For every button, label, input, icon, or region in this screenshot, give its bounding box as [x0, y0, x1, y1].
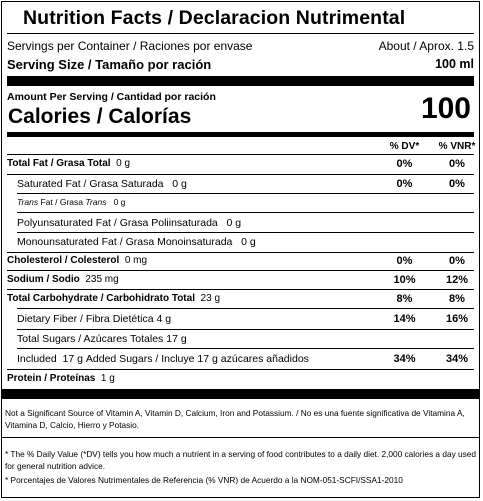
nutrient-amount: 0 g [226, 217, 242, 229]
row-total-carbohydrate: Total Carbohydrate / Carbohidrato Total … [7, 290, 474, 309]
row-monounsaturated-fat: Monounsaturated Fat / Grasa Monoinsatura… [7, 233, 474, 252]
nutrient-amount: 23 g [200, 293, 221, 304]
row-trans-fat: Trans Fat / Grasa Trans 0 g [7, 194, 474, 211]
row-cholesterol: Cholesterol / Colesterol 0 mg 0% 0% [7, 252, 474, 271]
row-protein: Protein / Proteínas 1 g [7, 370, 474, 389]
vnr-value: 34% [445, 353, 469, 365]
nutrient-amount: 17 g [197, 353, 218, 365]
footnote-divider [2, 437, 479, 438]
vnr-value: 0% [449, 255, 465, 267]
row-divider [7, 174, 474, 175]
nutrient-amount: 0 g [172, 178, 187, 190]
row-divider [7, 154, 474, 155]
servings-label: Servings per Container / Raciones por en… [7, 39, 253, 53]
nutrient-amount: 4 g [156, 313, 172, 325]
row-total-sugars: Total Sugars / Azúcares Totales 17 g [7, 330, 474, 349]
nutrient-name: Dietary Fiber / Fibra Dietética [17, 313, 154, 325]
thick-divider-bottom [2, 389, 479, 399]
thick-divider-calories [7, 132, 474, 137]
nutrient-name-post: azúcares añadidos [220, 353, 309, 365]
vnr-value: 0% [449, 158, 465, 170]
dv-value: 0% [396, 255, 413, 267]
dv-value: 0% [396, 178, 413, 190]
row-divider [17, 348, 474, 349]
nutrient-name: Added Sugars / Incluye [85, 353, 195, 365]
nutrient-name: Total Fat / Grasa Total [7, 158, 111, 169]
amount-per-serving: Amount Per Serving / Cantidad por ración [7, 91, 216, 103]
dv-value: 14% [393, 313, 416, 325]
serving-size-label: Serving Size / Tamaño por ración [7, 57, 212, 72]
row-polyunsaturated-fat: Polyunsaturated Fat / Grasa Poliinsatura… [7, 214, 474, 233]
row-divider [17, 329, 474, 330]
dv-value: 34% [393, 353, 416, 365]
panel-title: Nutrition Facts / Declaracion Nutrimenta… [23, 7, 406, 29]
vnr-value: 0% [449, 178, 465, 190]
nutrient-name: Saturated Fat / Grasa Saturada [17, 178, 164, 190]
nutrient-amount: 0 g [116, 158, 131, 169]
nutrient-amount: 0 g [241, 236, 256, 248]
vnr-column-header: % VNR* [438, 141, 476, 152]
nutrient-amount: 0 mg [124, 255, 148, 266]
row-dietary-fiber: Dietary Fiber / Fibra Dietética 4 g 14% … [7, 310, 474, 329]
row-added-sugars: Included 17 g Added Sugars / Incluye 17 … [7, 350, 474, 369]
nutrient-name: Total Sugars / Azúcares Totales [17, 333, 164, 345]
nutrient-amount: 235 mg [85, 274, 119, 285]
row-sodium: Sodium / Sodio 235 mg 10% 12% [7, 271, 474, 290]
thick-divider-top [7, 76, 474, 86]
calories-value: 100 [420, 92, 471, 125]
row-divider [17, 232, 474, 233]
row-total-fat: Total Fat / Grasa Total 0 g 0% 0% [7, 155, 474, 174]
dv-value: 0% [396, 158, 413, 170]
nutrient-name: Sodium / Sodio [7, 274, 80, 285]
row-divider [7, 289, 474, 290]
title-divider [7, 33, 474, 34]
row-divider [17, 193, 474, 194]
vnr-value: 12% [445, 274, 469, 286]
row-divider [7, 270, 474, 271]
nutrient-name: Fat / Grasa [38, 197, 86, 207]
trans-word: Trans [85, 197, 107, 207]
vnr-value: 16% [445, 313, 469, 325]
nutrient-name: Cholesterol / Colesterol [7, 255, 120, 266]
trans-word: Trans [17, 197, 39, 207]
dv-column-header: % DV* [389, 141, 420, 152]
nutrient-amount: 0 g [113, 197, 126, 207]
daily-value-footnote: * The % Daily Value (*DV) tells you how … [5, 449, 477, 471]
row-divider [7, 252, 474, 253]
vnr-footnote: * Porcentajes de Valores Nutrimentales d… [5, 475, 403, 485]
nutrient-name: Total Carbohydrate / Carbohidrato Total [7, 293, 195, 304]
vitamins-footnote: Not a Significant Source of Vitamin A, V… [5, 408, 465, 430]
calories-label: Calories / Calorías [8, 105, 192, 128]
row-saturated-fat: Saturated Fat / Grasa Saturada 0 g 0% 0% [7, 175, 474, 194]
nutrient-name: Monounsaturated Fat / Grasa Monoinsatura… [17, 236, 233, 248]
nutrient-name-pre: Included [17, 353, 57, 365]
nutrient-amount: 17 g [166, 333, 187, 345]
nutrient-amount-pre: 17 g [62, 353, 83, 365]
row-divider [17, 212, 474, 213]
servings-value: About / Aprox. 1.5 [378, 39, 474, 53]
serving-size-value: 100 ml [435, 57, 474, 71]
dv-value: 8% [396, 293, 413, 305]
nutrient-amount: 1 g [100, 373, 115, 384]
vnr-value: 8% [449, 293, 465, 305]
row-divider [17, 308, 474, 309]
dv-value: 10% [393, 274, 416, 286]
row-divider [7, 369, 474, 370]
nutrient-name: Protein / Proteínas [7, 373, 96, 384]
nutrient-name: Polyunsaturated Fat / Grasa Poliinsatura… [17, 217, 218, 229]
